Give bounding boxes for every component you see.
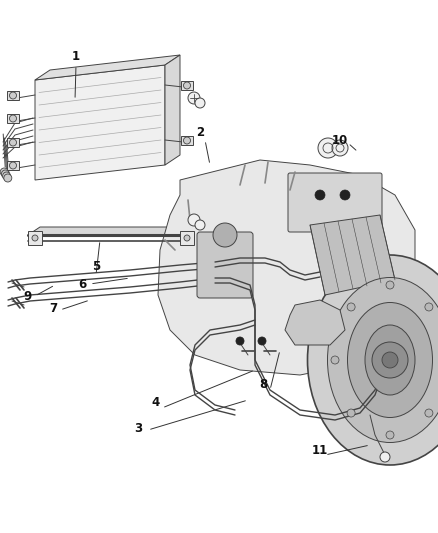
FancyBboxPatch shape	[7, 138, 19, 147]
Circle shape	[184, 235, 190, 241]
Text: 6: 6	[78, 278, 86, 290]
Circle shape	[213, 223, 237, 247]
Text: 3: 3	[134, 422, 142, 434]
Circle shape	[315, 190, 325, 200]
Circle shape	[10, 115, 17, 122]
Circle shape	[258, 337, 266, 345]
Circle shape	[372, 342, 408, 378]
Text: 4: 4	[152, 397, 160, 409]
Circle shape	[380, 452, 390, 462]
Circle shape	[32, 235, 38, 241]
Circle shape	[318, 138, 338, 158]
FancyBboxPatch shape	[181, 81, 193, 90]
Circle shape	[188, 214, 200, 226]
FancyBboxPatch shape	[7, 91, 19, 100]
Ellipse shape	[328, 278, 438, 442]
FancyBboxPatch shape	[288, 173, 382, 232]
Circle shape	[184, 82, 191, 89]
Ellipse shape	[347, 303, 432, 417]
Circle shape	[236, 337, 244, 345]
Circle shape	[386, 281, 394, 289]
FancyBboxPatch shape	[28, 231, 42, 245]
Circle shape	[10, 92, 17, 99]
Circle shape	[425, 303, 433, 311]
Ellipse shape	[307, 255, 438, 465]
Circle shape	[332, 140, 348, 156]
Text: 7: 7	[49, 303, 57, 316]
FancyBboxPatch shape	[197, 232, 253, 298]
Text: 9: 9	[24, 289, 32, 303]
Circle shape	[386, 431, 394, 439]
Text: 11: 11	[312, 443, 328, 456]
FancyBboxPatch shape	[7, 161, 19, 170]
Polygon shape	[35, 65, 165, 180]
Circle shape	[425, 409, 433, 417]
Circle shape	[195, 98, 205, 108]
Circle shape	[195, 220, 205, 230]
Circle shape	[184, 137, 191, 144]
Circle shape	[10, 162, 17, 169]
Text: 5: 5	[92, 261, 100, 273]
Circle shape	[347, 303, 355, 311]
Circle shape	[340, 190, 350, 200]
Text: 10: 10	[332, 133, 348, 147]
Circle shape	[347, 409, 355, 417]
Circle shape	[1, 170, 9, 178]
Circle shape	[382, 352, 398, 368]
Circle shape	[4, 174, 12, 182]
Polygon shape	[158, 160, 415, 375]
Circle shape	[188, 92, 200, 104]
Circle shape	[3, 172, 11, 180]
FancyBboxPatch shape	[180, 231, 194, 245]
FancyBboxPatch shape	[181, 136, 193, 145]
FancyBboxPatch shape	[7, 114, 19, 123]
Text: 1: 1	[72, 51, 80, 63]
Polygon shape	[165, 55, 180, 165]
Polygon shape	[310, 215, 395, 295]
Polygon shape	[28, 227, 202, 235]
Ellipse shape	[365, 325, 415, 395]
Circle shape	[0, 168, 8, 176]
Polygon shape	[285, 300, 345, 345]
Circle shape	[10, 139, 17, 146]
Circle shape	[331, 356, 339, 364]
Polygon shape	[35, 55, 180, 80]
Text: 2: 2	[196, 126, 204, 140]
Text: 8: 8	[259, 378, 267, 392]
